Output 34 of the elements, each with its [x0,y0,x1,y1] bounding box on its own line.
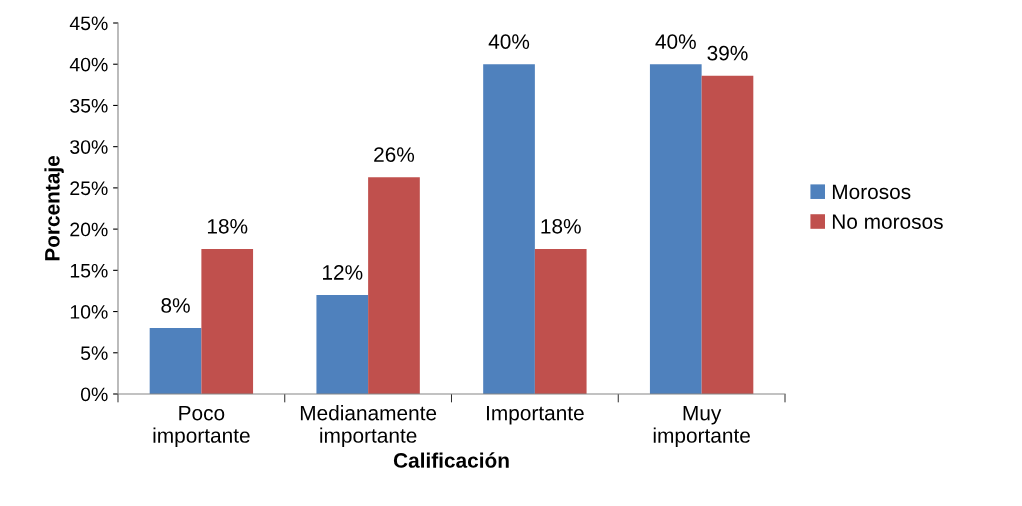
y-tick-label: 40% [69,57,108,72]
x-axis-title: Calificación [393,452,509,468]
y-tick-label: 15% [70,263,108,278]
x-tick-label: Medianamente importante [300,405,437,447]
x-tick-label: Importante [487,405,584,425]
data-label: 18% [207,218,248,234]
bar [149,328,202,394]
y-tick-label: 35% [70,98,108,113]
y-tick-label: 25% [70,181,108,196]
x-tick-label: Muy importante [653,405,750,447]
y-tick-label: 45% [69,16,108,31]
y-tick-label: 0% [80,387,108,402]
bar [483,64,535,394]
y-tick-label: 5% [80,346,108,361]
data-label: 40% [655,34,696,49]
bar [701,75,754,394]
legend-label: Morosos [832,184,911,200]
y-tick-label: 10% [70,305,108,319]
bar [201,248,254,394]
x-tick-label: Poco importante [153,405,250,447]
y-axis-title: Porcentaje [44,155,64,261]
bar [649,64,702,394]
data-label: 26% [374,147,415,162]
legend-label: No morosos [832,214,943,230]
data-label: 40% [488,34,530,49]
data-label: 12% [323,265,363,280]
bar [368,177,420,394]
data-label: 18% [541,218,581,234]
y-tick-label: 20% [70,222,108,237]
bar [316,295,369,394]
y-tick-label: 30% [70,140,108,154]
data-label: 39% [707,45,748,61]
data-label: 8% [161,298,190,313]
bar [534,248,587,394]
